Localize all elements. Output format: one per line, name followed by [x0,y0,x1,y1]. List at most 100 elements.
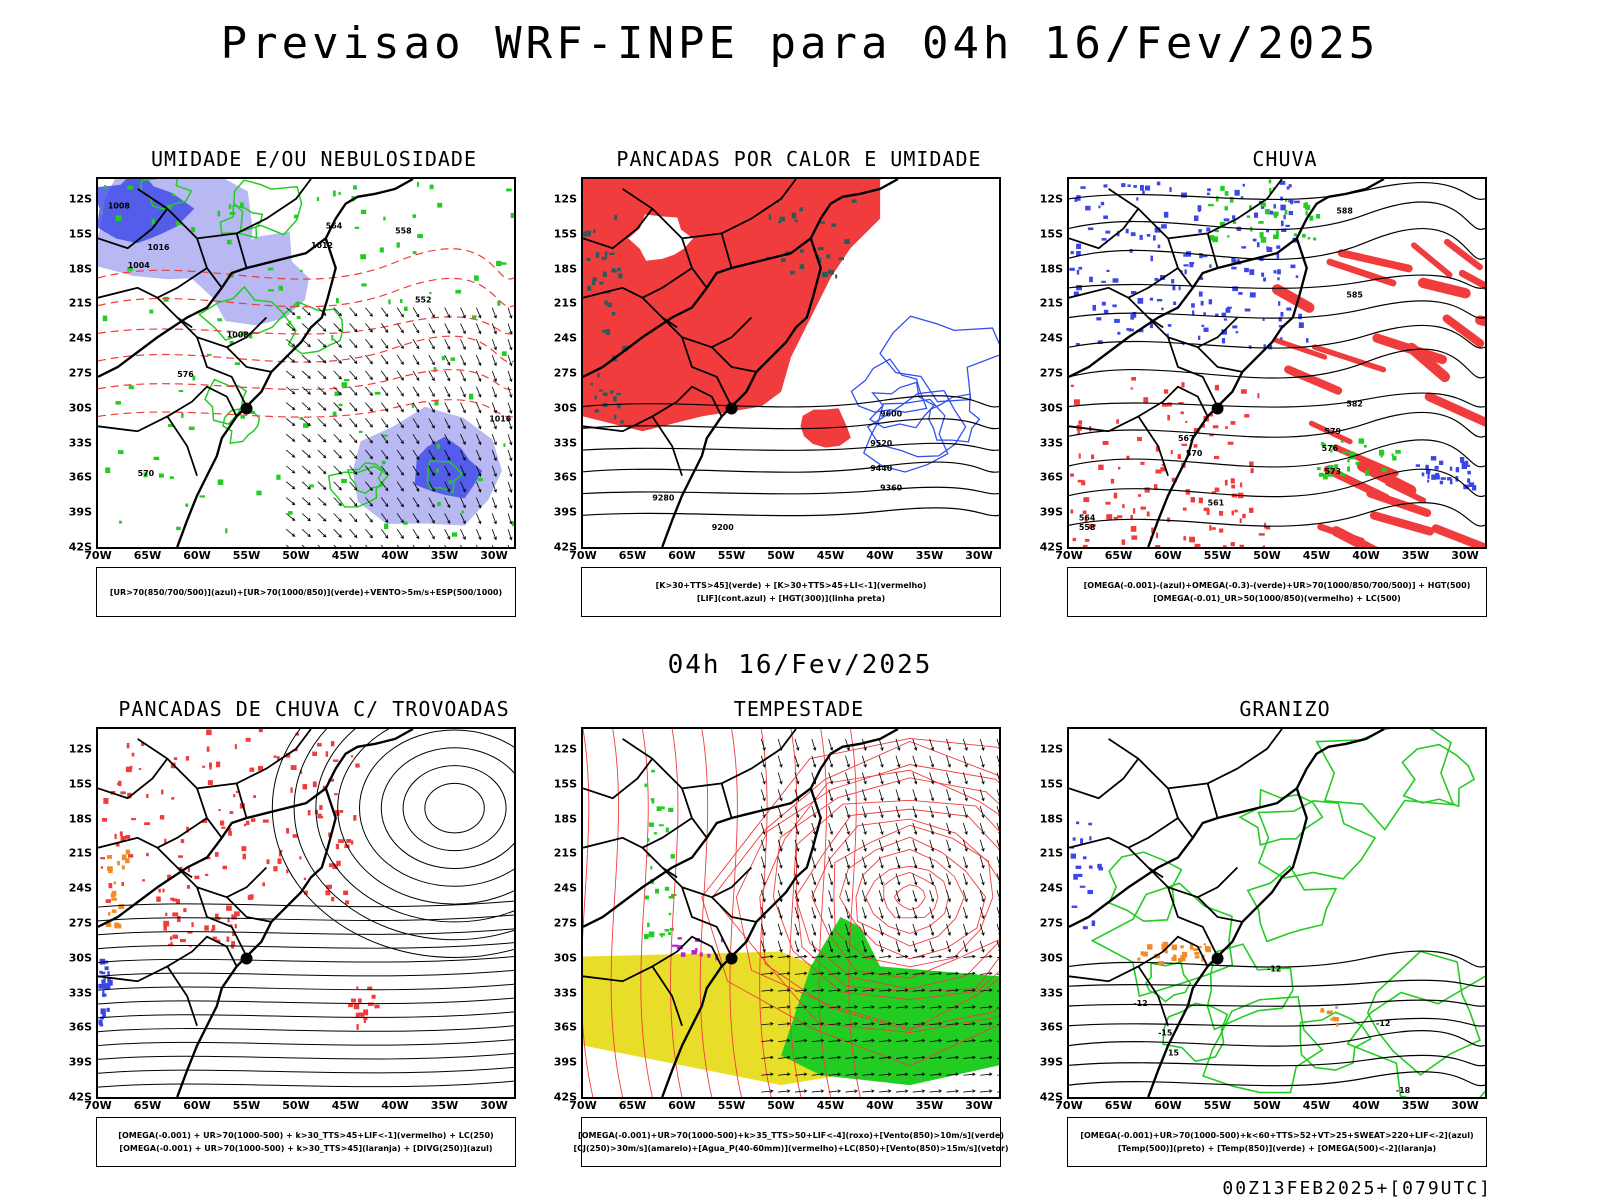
wind-vector [507,354,513,367]
wind-vector [979,822,985,836]
hail-area [1091,920,1096,927]
wind-vector [996,806,999,817]
precipitable-water-contour [735,764,999,1029]
low-level-humidity [448,480,453,484]
thunderstorm-area [367,986,373,990]
wind-850-area [647,922,650,928]
wind-vector [929,755,935,768]
thunderstorm-area [156,896,161,902]
rain-omega-area [1199,252,1203,259]
state-border [720,233,733,269]
wind-vector [828,890,834,903]
thunderstorm-area [231,914,237,920]
latitude-tick: 18S [1039,262,1063,276]
rain-omega-area [1193,215,1199,222]
divergence-area [98,983,103,989]
state-border [583,935,723,983]
thunderstorm-area [125,835,131,839]
rain-omega-area [1169,187,1172,193]
wind-vector [444,402,451,414]
latitude-tick: 15S [68,777,92,791]
wind-vector [412,465,420,476]
rain-area [1224,479,1228,486]
wind-vector [862,1038,875,1043]
rain-area [1077,479,1084,483]
rain-area [1177,454,1182,459]
state-border [583,385,723,433]
rain-area [1356,460,1417,496]
wind-vector [845,923,850,936]
wind-vector [317,433,327,443]
wind-vector [460,544,462,547]
rain-omega-area [1167,324,1172,327]
low-level-humidity [412,214,417,218]
streamline [424,782,485,834]
panel-title: PANCADAS DE CHUVA C/ TROVOADAS [118,697,510,721]
wind-vector [475,434,482,446]
thunderstorm-area [130,818,136,821]
latitude-tick: 27S [553,916,577,930]
shower-area [111,897,117,901]
thunderstorm-area [285,752,291,758]
wind-vector [963,1038,976,1043]
wind-vector [979,738,985,751]
thunderstorm-area [206,746,210,752]
latitude-tick: 21S [553,296,577,310]
shower-area [118,904,125,910]
longitude-tick: 55W [1203,1099,1232,1112]
rain-area [1239,544,1245,547]
wind-vector [929,772,935,785]
low-level-humidity [239,202,244,208]
state-border [642,817,693,849]
latitude-tick: 21S [68,846,92,860]
wind-vector [929,1055,943,1060]
convective-area [597,372,600,378]
wind-vector [428,434,435,445]
wind-vector [507,465,513,478]
low-level-humidity [118,450,124,455]
low-level-humidity [341,478,347,484]
wind-vector [761,1089,774,1093]
contour-label: 558 [1079,523,1096,532]
wind-vector [811,738,817,751]
contour-label: -12 [1133,999,1147,1008]
longitude-tick: 60W [668,549,696,562]
rain-area [1081,480,1086,486]
wind-vector [333,338,342,348]
low-level-humidity [127,185,134,190]
wind-vector [996,738,999,750]
severe-storm-area [680,952,686,957]
contour-label: 1016 [148,243,171,252]
streamline [337,729,514,905]
longitude-axis: 70W 65W 60W 55W 50W 45W 40W 35W 30W [569,1099,1001,1115]
rain-strong-omega-area [1347,466,1351,472]
wind-vector [946,755,951,768]
wind-vector [828,839,834,852]
wind-vector [760,772,766,785]
rain-omega-area [1198,229,1202,233]
rain-strong-omega-area [1208,203,1214,207]
wind-vector [828,1072,842,1077]
rain-area [1082,544,1088,547]
rain-omega-area [1127,184,1131,187]
lagoon-marker [240,402,253,415]
low-level-humidity [341,382,348,387]
rain-omega-area [1221,312,1227,317]
wind-vector [349,528,358,539]
rain-omega-area [1277,277,1280,281]
wind-vector [811,1089,825,1093]
wind-vector [811,988,825,992]
precipitable-water-contour [839,836,987,960]
thunderstorm-area [164,838,167,845]
wind-vector [963,971,976,976]
thunderstorm-area [333,759,339,762]
wind-vector [794,839,800,852]
rain-omega-area [1432,475,1436,480]
wind-vector [794,1072,808,1077]
wind-vector [491,529,497,541]
state-border [583,758,654,800]
omega-500-area [1320,1009,1325,1013]
rain-omega-area [1232,215,1236,220]
rain-omega-area [1430,456,1437,461]
rain-area [1230,542,1235,547]
